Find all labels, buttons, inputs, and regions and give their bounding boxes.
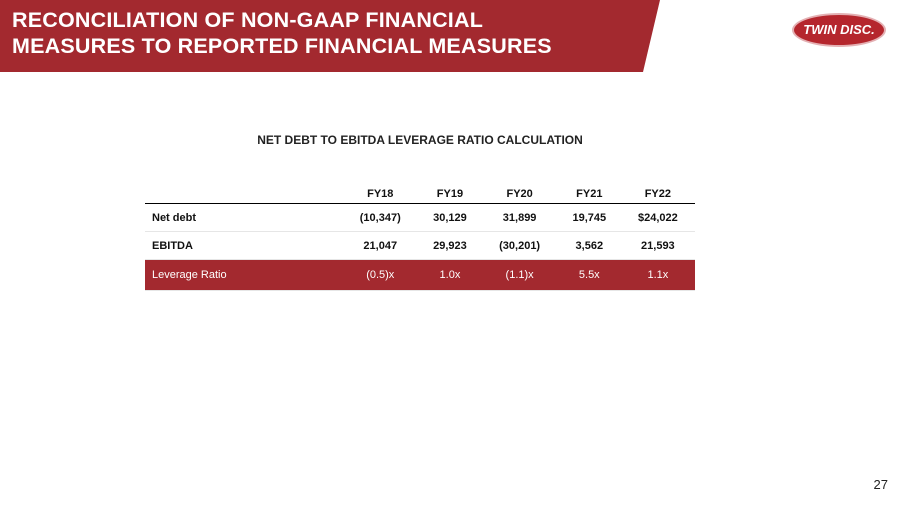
row-label: Leverage Ratio (145, 259, 342, 291)
column-header: FY19 (418, 184, 482, 204)
logo: TWIN DISC. (792, 13, 886, 47)
cell: 1.0x (418, 259, 482, 291)
title-line: MEASURES TO REPORTED FINANCIAL MEASURES (12, 34, 552, 58)
column-header: FY18 (342, 184, 419, 204)
page-number: 27 (873, 477, 888, 492)
cell: 5.5x (557, 259, 621, 291)
cell: 21,593 (620, 231, 695, 260)
row-label: EBITDA (145, 231, 342, 260)
column-header: FY22 (620, 184, 695, 204)
header-band (0, 0, 660, 72)
column-header: FY21 (557, 184, 621, 204)
cell: 29,923 (418, 231, 482, 260)
cell: 19,745 (557, 203, 621, 232)
table-row: EBITDA 21,047 29,923 (30,201) 3,562 21,593 (145, 231, 695, 260)
table-title: NET DEBT TO EBITDA LEVERAGE RATIO CALCUL… (257, 133, 583, 147)
cell: 30,129 (418, 203, 482, 232)
cell: (1.1)x (481, 259, 558, 291)
cell: (0.5)x (342, 259, 419, 291)
cell: 1.1x (620, 259, 695, 291)
cell: (30,201) (481, 231, 558, 260)
table-row: Leverage Ratio (0.5)x 1.0x (1.1)x 5.5x 1.1x (145, 259, 695, 291)
cell: 31,899 (481, 203, 558, 232)
table: FY18 FY19 FY20 FY21 FY22 Net debt (10,347) 30,1… (145, 184, 695, 291)
cell: 3,562 (557, 231, 621, 260)
cell: (10,347) (342, 203, 419, 232)
row-label: Net debt (145, 203, 342, 232)
table-row: Net debt (10,347) 30,129 31,899 19,745 $24,02… (145, 203, 695, 232)
column-header: FY20 (481, 184, 558, 204)
header-cell (145, 184, 342, 204)
cell: $24,022 (620, 203, 695, 232)
title-line: RECONCILIATION OF NON-GAAP FINANCIAL (12, 8, 484, 32)
cell: 21,047 (342, 231, 419, 260)
